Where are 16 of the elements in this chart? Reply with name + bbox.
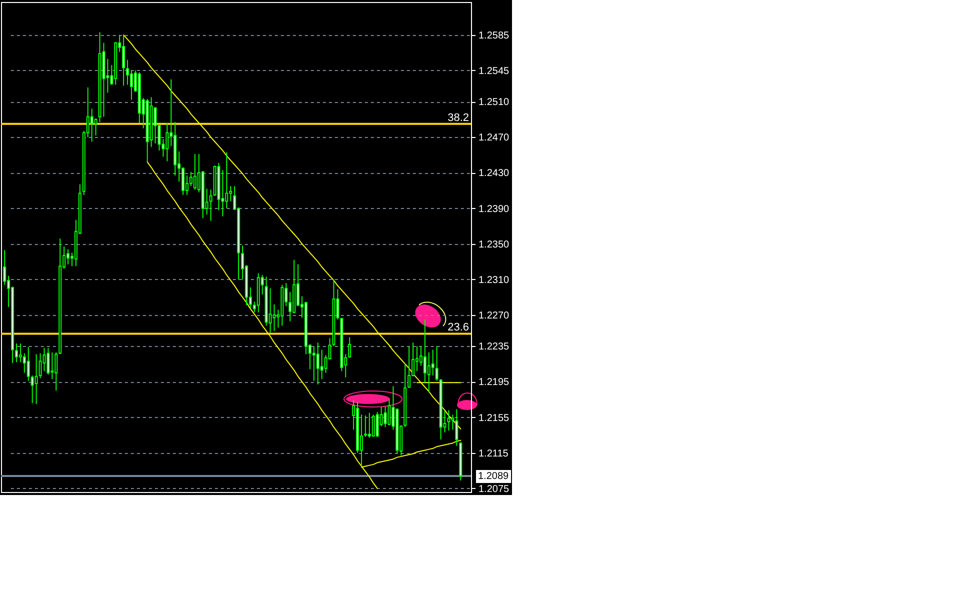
y-tick-label: 1.2545 xyxy=(478,66,510,77)
y-tick-label: 1.2430 xyxy=(478,168,510,180)
y-tick-label: 1.2075 xyxy=(478,484,510,495)
y-tick-label: 1.2510 xyxy=(478,97,510,108)
y-tick-label: 1.2115 xyxy=(478,448,509,460)
y-tick-label: 1.2235 xyxy=(478,342,510,353)
annotation: 23.6 xyxy=(448,322,469,334)
y-tick-label: 1.2310 xyxy=(478,274,510,286)
y-tick-label: 1.2270 xyxy=(478,310,510,322)
y-tick-label: 1.2470 xyxy=(478,132,510,144)
y-tick-label: 1.2155 xyxy=(478,412,510,424)
y-tick-label: 1.2350 xyxy=(478,239,510,250)
y-tick-label: 1.2390 xyxy=(478,204,510,215)
annotation: 38.2 xyxy=(448,112,469,124)
y-tick-label: 1.2585 xyxy=(478,30,510,42)
y-tick-label: 1.2195 xyxy=(478,377,510,388)
